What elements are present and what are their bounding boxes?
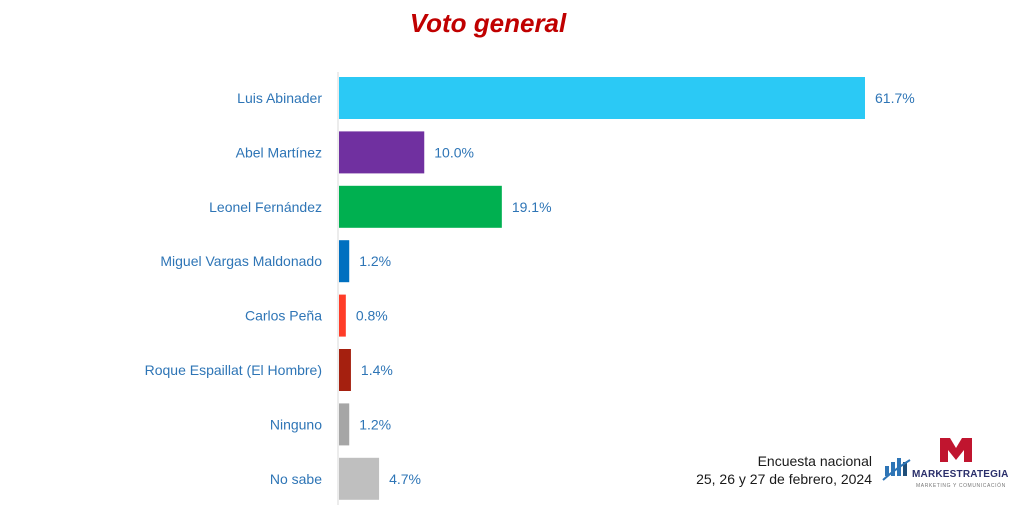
category-label: Roque Espaillat (El Hombre)	[145, 362, 322, 378]
bar-value-label: 1.2%	[359, 253, 391, 269]
bar	[339, 457, 380, 500]
bar	[339, 403, 350, 446]
bar	[339, 185, 502, 228]
category-label: Ninguno	[270, 416, 322, 432]
bar-value-label: 0.8%	[356, 308, 388, 324]
chart-title: Voto general	[409, 8, 567, 38]
bar-value-label: 61.7%	[875, 90, 915, 106]
markestrategia-logo: MARKESTRATEGIA MARKETING Y COMUNICACIÓN	[882, 436, 1009, 496]
bar	[339, 131, 425, 174]
logo-wordmark: MARKESTRATEGIA	[912, 469, 1009, 480]
category-label: Miguel Vargas Maldonado	[160, 253, 322, 269]
bar-value-label: 1.2%	[359, 416, 391, 432]
survey-caption-line1: Encuesta nacional	[757, 453, 872, 469]
logo-mark-icon	[882, 438, 972, 481]
logo-tagline: MARKETING Y COMUNICACIÓN	[916, 483, 1006, 489]
bar	[339, 77, 865, 119]
bar-value-label: 19.1%	[512, 199, 552, 215]
category-label: Luis Abinader	[237, 90, 322, 106]
survey-caption-line2: 25, 26 y 27 de febrero, 2024	[696, 471, 872, 487]
bar-value-label: 10.0%	[434, 144, 474, 160]
category-label: No sabe	[270, 471, 322, 487]
survey-caption: Encuesta nacional 25, 26 y 27 de febrero…	[640, 452, 872, 488]
bar-value-label: 4.7%	[389, 471, 421, 487]
bar	[339, 349, 351, 391]
bar-value-label: 1.4%	[361, 362, 393, 378]
category-label: Carlos Peña	[245, 308, 322, 324]
category-label: Abel Martínez	[236, 144, 322, 160]
bar	[339, 294, 346, 337]
bar	[339, 240, 350, 283]
category-label: Leonel Fernández	[209, 199, 322, 215]
